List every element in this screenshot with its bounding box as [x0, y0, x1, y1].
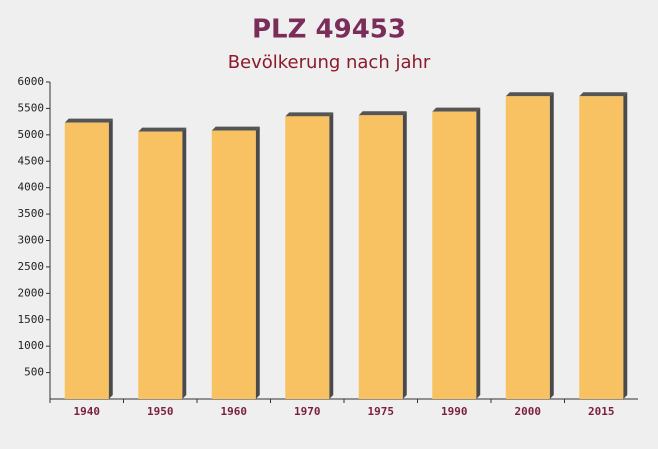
chart-subtitle: Bevölkerung nach jahr — [228, 52, 431, 73]
y-tick-label: 4500 — [18, 154, 45, 167]
bar-shadow — [329, 112, 334, 399]
bar — [64, 122, 109, 399]
y-tick-label: 1500 — [18, 313, 45, 326]
y-tick-label: 4000 — [18, 181, 45, 194]
bar-top — [64, 118, 113, 123]
y-tick-label: 3000 — [18, 234, 45, 247]
y-tick-label: 6000 — [18, 75, 45, 88]
y-tick-label: 2000 — [18, 286, 45, 299]
bar — [138, 131, 183, 399]
x-tick-label: 1960 — [221, 405, 248, 418]
y-tick-label: 2500 — [18, 260, 45, 273]
bar — [505, 96, 550, 399]
x-tick-label: 2000 — [515, 405, 542, 418]
bar-top — [211, 126, 260, 131]
bar-top — [432, 107, 481, 112]
bar — [579, 96, 624, 399]
x-tick-label: 1975 — [368, 405, 395, 418]
y-tick-label: 1000 — [18, 339, 45, 352]
x-tick-label: 1970 — [294, 405, 321, 418]
bar — [285, 116, 330, 399]
bar-top — [358, 111, 407, 116]
bar-top — [505, 92, 554, 97]
bar-shadow — [549, 92, 554, 399]
x-tick-label: 1990 — [441, 405, 468, 418]
bar-shadow — [255, 126, 260, 400]
bar-shadow — [108, 118, 113, 399]
y-tick-label: 3500 — [18, 207, 45, 220]
x-tick-label: 1950 — [147, 405, 174, 418]
bar — [358, 115, 403, 399]
x-tick-label: 2015 — [588, 405, 615, 418]
bar-shadow — [476, 107, 481, 399]
bar-shadow — [182, 127, 187, 399]
x-tick-label: 1940 — [74, 405, 101, 418]
y-tick-label: 5500 — [18, 101, 45, 114]
y-tick-label: 5000 — [18, 128, 45, 141]
bar — [211, 130, 256, 399]
bar-top — [138, 127, 187, 132]
chart-title: PLZ 49453 — [252, 15, 406, 45]
bar-shadow — [402, 111, 407, 399]
bar-top — [579, 92, 628, 97]
bar-shadow — [623, 92, 628, 399]
bar — [432, 111, 477, 399]
bar-top — [285, 112, 334, 117]
y-tick-label: 500 — [24, 366, 44, 379]
